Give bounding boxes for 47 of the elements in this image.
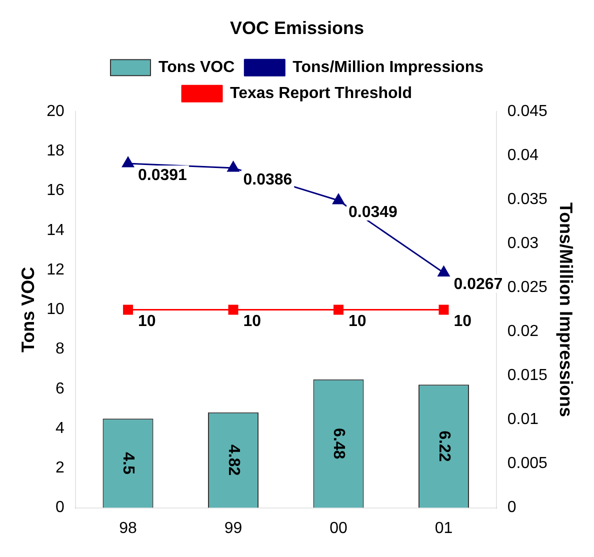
point <box>227 161 240 172</box>
data-label: 0.0386 <box>243 171 292 188</box>
y-tick-label: 16 <box>46 182 64 200</box>
x-tick-label: 98 <box>119 520 138 537</box>
y-axis-title: Tons VOC <box>18 266 38 353</box>
y2-tick-label: 0.045 <box>507 103 548 120</box>
x-tick-label: 00 <box>330 520 348 537</box>
y2-tick-label: 0.04 <box>507 147 539 164</box>
y2-tick-label: 0.02 <box>507 323 539 340</box>
data-label: 0.0267 <box>454 276 503 294</box>
data-label: 6.22 <box>435 430 452 462</box>
x-tick-label: 01 <box>434 520 453 537</box>
y-tick-label: 20 <box>46 103 64 120</box>
data-label: 0.0349 <box>348 204 398 221</box>
data-label: 0.0391 <box>138 166 188 184</box>
y-tick-label: 6 <box>55 380 64 398</box>
y-tick-label: 0 <box>55 499 64 516</box>
y2-tick-label: 0.005 <box>507 455 548 472</box>
y-tick-label: 12 <box>46 261 64 278</box>
legend-label: Tons/Million Impressions <box>292 59 484 76</box>
point <box>332 194 344 204</box>
data-label: 10 <box>454 313 472 330</box>
y-tick-label: 10 <box>46 301 64 318</box>
y2-tick-label: 0.025 <box>507 279 548 296</box>
y-tick-label: 14 <box>46 222 64 239</box>
legend-label: Texas Report Threshold <box>230 85 412 102</box>
point <box>122 156 134 168</box>
y2-tick-label: 0.015 <box>507 367 548 384</box>
y2-axis-title: Tons/Million Impressions <box>556 202 576 418</box>
chart-title: VOC Emissions <box>230 18 364 38</box>
data-label: 6.48 <box>330 428 348 460</box>
data-label: 4.5 <box>120 452 137 474</box>
point <box>438 266 450 276</box>
y2-tick-label: 0.03 <box>507 235 539 252</box>
y-tick-label: 4 <box>55 420 64 437</box>
x-tick-label: 99 <box>224 520 242 537</box>
y2-tick-label: 0 <box>507 499 516 516</box>
y2-tick-label: 0.035 <box>507 191 548 208</box>
y-tick-label: 2 <box>55 460 64 477</box>
data-label: 10 <box>348 313 366 330</box>
data-label: 10 <box>138 313 156 330</box>
y-tick-label: 18 <box>46 142 64 160</box>
legend-label: Tons VOC <box>158 59 236 76</box>
y2-tick-label: 0.01 <box>507 411 539 428</box>
y-tick-label: 8 <box>55 340 64 358</box>
data-label: 10 <box>243 313 262 330</box>
data-label: 4.82 <box>224 444 242 476</box>
